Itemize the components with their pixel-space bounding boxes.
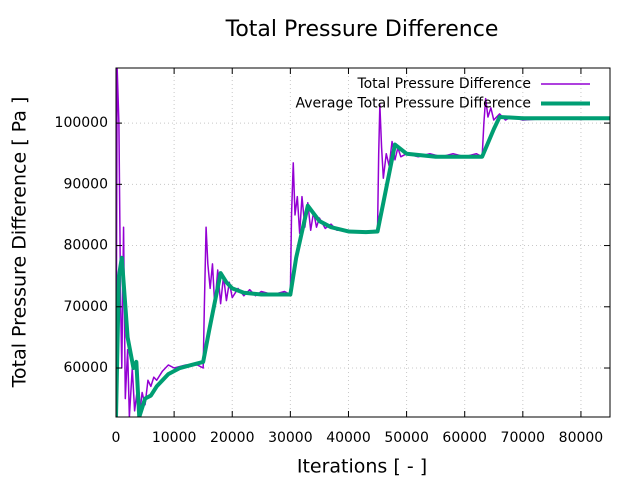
x-tick-label: 40000 <box>326 430 371 446</box>
x-tick-label: 80000 <box>559 430 604 446</box>
legend: Total Pressure Difference Average Total P… <box>296 76 590 112</box>
y-tick-label: 100000 <box>55 115 108 131</box>
x-tick-label: 10000 <box>152 430 197 446</box>
series-line <box>116 114 610 417</box>
x-tick-label: 20000 <box>210 430 255 446</box>
series-line <box>116 68 610 417</box>
y-tick-label: 70000 <box>63 299 108 315</box>
x-axis-label: Iterations [ - ] <box>297 456 427 478</box>
x-tick-label: 30000 <box>268 430 313 446</box>
x-tick-label: 70000 <box>501 430 546 446</box>
y-axis-label: Total Pressure Difference [ Pa ] <box>9 97 31 389</box>
chart-title: Total Pressure Difference <box>225 17 499 42</box>
legend-label: Total Pressure Difference <box>356 76 531 92</box>
x-tick-label: 0 <box>112 430 121 446</box>
legend-label: Average Total Pressure Difference <box>296 96 532 112</box>
ticks: 0 10000 20000 30000 40000 50000 60000 70000 8000… <box>55 68 610 446</box>
y-tick-label: 90000 <box>63 176 108 192</box>
x-tick-label: 60000 <box>442 430 487 446</box>
plot-frame <box>115 67 611 418</box>
x-tick-label: 50000 <box>384 430 429 446</box>
y-tick-label: 80000 <box>63 238 108 254</box>
y-tick-label: 60000 <box>63 360 108 376</box>
plot-lines <box>116 68 610 417</box>
